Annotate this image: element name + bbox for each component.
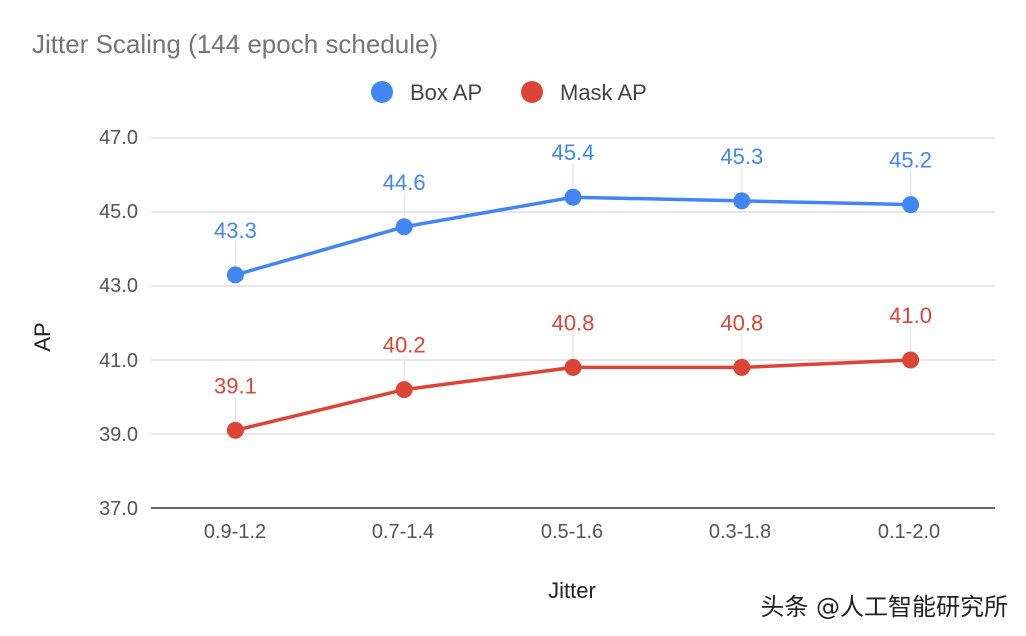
y-tick-label: 41.0: [99, 350, 138, 372]
data-point-mask-ap[interactable]: [733, 358, 751, 376]
legend-item-box-ap[interactable]: Box AP: [371, 80, 482, 105]
data-point-mask-ap[interactable]: [395, 381, 413, 399]
data-label-mask-ap: 40.8: [552, 310, 595, 335]
series-layer: 43.3 44.6 45.4 45.3 45.2 39.1 40.2 40.8 40.8 41.0: [214, 140, 932, 439]
data-point-box-ap[interactable]: [226, 266, 244, 284]
data-label-box-ap: 45.4: [552, 140, 595, 165]
y-tick-labels: 37.0 39.0 41.0 43.0 45.0 47.0: [99, 127, 138, 520]
y-tick-label: 47.0: [99, 127, 138, 149]
chart-title: Jitter Scaling (144 epoch schedule): [32, 29, 438, 59]
data-point-box-ap[interactable]: [902, 196, 920, 214]
data-point-mask-ap[interactable]: [226, 421, 244, 439]
data-label-box-ap: 43.3: [214, 218, 257, 243]
legend-label-mask-ap: Mask AP: [560, 80, 647, 105]
data-point-box-ap[interactable]: [564, 188, 582, 206]
data-label-mask-ap: 39.1: [214, 373, 257, 398]
legend-marker-mask-ap: [521, 81, 543, 103]
data-label-mask-ap: 40.2: [383, 333, 426, 358]
series-box-ap: 43.3 44.6 45.4 45.3 45.2: [214, 140, 932, 284]
data-point-box-ap[interactable]: [395, 218, 413, 236]
x-axis-label: Jitter: [548, 578, 596, 603]
series-mask-ap: 39.1 40.2 40.8 40.8 41.0: [214, 303, 932, 439]
data-label-box-ap: 45.2: [889, 148, 932, 173]
data-label-box-ap: 44.6: [383, 170, 426, 195]
x-tick-label: 0.5-1.6: [541, 521, 603, 543]
data-point-mask-ap[interactable]: [902, 351, 920, 369]
x-tick-label: 0.1-2.0: [878, 521, 940, 543]
y-axis-label: AP: [30, 322, 55, 351]
x-tick-label: 0.7-1.4: [372, 521, 434, 543]
x-tick-labels: 0.9-1.2 0.7-1.4 0.5-1.6 0.3-1.8 0.1-2.0: [204, 521, 940, 543]
x-tick-label: 0.9-1.2: [204, 521, 266, 543]
data-label-mask-ap: 41.0: [889, 303, 932, 328]
data-label-mask-ap: 40.8: [720, 310, 763, 335]
watermark: 头条 @人工智能研究所: [760, 593, 1008, 621]
data-label-box-ap: 45.3: [720, 144, 763, 169]
series-line-box-ap: [234, 195, 911, 277]
y-tick-label: 37.0: [99, 498, 138, 520]
legend-item-mask-ap[interactable]: Mask AP: [521, 80, 647, 105]
y-tick-label: 45.0: [99, 201, 138, 223]
legend-marker-box-ap: [371, 81, 393, 103]
data-point-mask-ap[interactable]: [564, 358, 582, 376]
legend-label-box-ap: Box AP: [410, 80, 482, 105]
data-point-box-ap[interactable]: [733, 192, 751, 210]
y-tick-label: 39.0: [99, 424, 138, 446]
legend[interactable]: Box AP Mask AP: [371, 80, 647, 105]
y-tick-label: 43.0: [99, 275, 138, 297]
x-tick-label: 0.3-1.8: [709, 521, 771, 543]
